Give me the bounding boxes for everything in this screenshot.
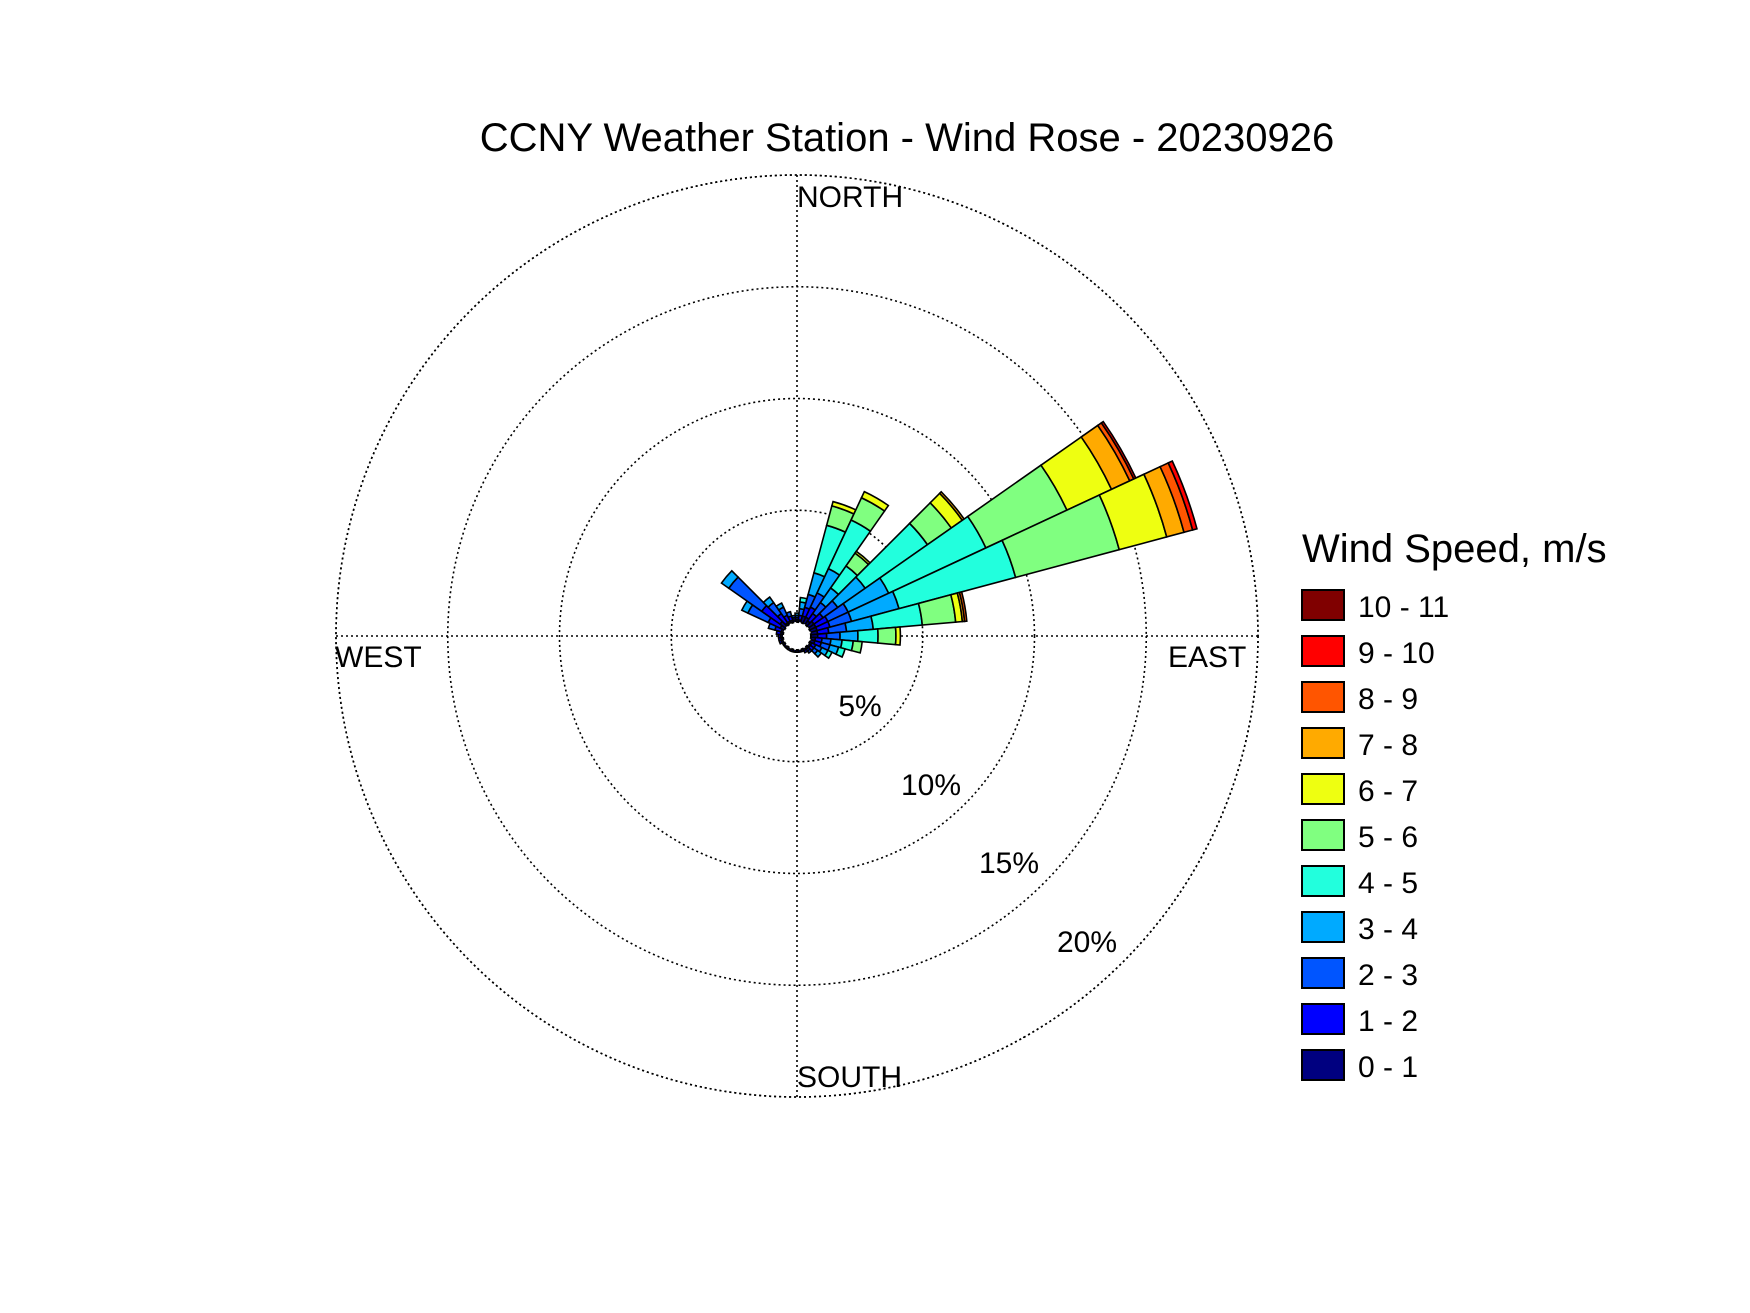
wind-sector: [807, 420, 1137, 632]
legend-label: 0 - 1: [1358, 1051, 1418, 1084]
legend-entries: 10 - 11 9 - 10 8 - 9 7 - 8 6 - 7 5 - 6 4 - 5 3 …: [1301, 589, 1449, 1084]
sector-segment: [958, 590, 968, 623]
legend-entry: 4 - 5: [1301, 865, 1418, 900]
sector-segment: [785, 610, 793, 619]
sector-segment: [775, 601, 785, 611]
wind-sector: [809, 590, 968, 636]
legend-entry: 2 - 3: [1301, 957, 1418, 992]
wind-sector: [808, 459, 1198, 634]
wind-sectors: [720, 420, 1198, 660]
legend-label: 2 - 3: [1358, 959, 1418, 992]
legend-entry: 1 - 2: [1301, 1003, 1418, 1038]
radial-tick-label: 10%: [901, 769, 961, 802]
radial-tick-label: 15%: [979, 847, 1039, 880]
grid-ring: [558, 397, 1036, 875]
legend-label: 1 - 2: [1358, 1005, 1418, 1038]
sector-segment: [802, 648, 809, 654]
legend-entry: 9 - 10: [1301, 635, 1435, 670]
west-label: WEST: [335, 641, 422, 674]
sector-segment: [762, 595, 775, 609]
legend-entry: 6 - 7: [1301, 773, 1418, 808]
legend-swatch: [1301, 727, 1345, 759]
legend-swatch: [1301, 1003, 1345, 1035]
legend-swatch: [1301, 1049, 1345, 1081]
radial-tick-labels: 5% 10% 15% 20%: [838, 690, 1117, 959]
legend-entry: 10 - 11: [1301, 589, 1449, 624]
sector-segment: [850, 640, 864, 654]
legend-label: 4 - 5: [1358, 867, 1418, 900]
legend: Wind Speed, m/s 10 - 11 9 - 10 8 - 9 7 - 8 6…: [1301, 527, 1607, 1084]
legend-label: 6 - 7: [1358, 775, 1418, 808]
sector-segment: [1167, 459, 1198, 531]
sector-segment: [806, 647, 813, 655]
legend-entry: 5 - 6: [1301, 819, 1418, 854]
legend-swatch: [1301, 589, 1345, 621]
legend-swatch: [1301, 911, 1345, 943]
chart-title: CCNY Weather Station - Wind Rose - 20230…: [480, 116, 1335, 160]
sector-segment: [894, 626, 902, 646]
legend-swatch: [1301, 957, 1345, 989]
sector-segment: [834, 646, 847, 659]
legend-label: 8 - 9: [1358, 683, 1418, 716]
legend-swatch: [1301, 635, 1345, 667]
legend-label: 10 - 11: [1358, 591, 1449, 624]
east-label: EAST: [1168, 641, 1246, 674]
legend-label: 3 - 4: [1358, 913, 1418, 946]
radial-tick-label: 20%: [1057, 926, 1117, 959]
legend-title: Wind Speed, m/s: [1302, 527, 1607, 571]
sector-segment: [823, 649, 834, 660]
legend-entry: 0 - 1: [1301, 1049, 1418, 1084]
sector-segment: [813, 649, 823, 659]
legend-swatch: [1301, 819, 1345, 851]
wind-sector: [810, 626, 902, 646]
legend-entry: 7 - 8: [1301, 727, 1418, 762]
center-hub: [782, 621, 812, 651]
legend-label: 7 - 8: [1358, 729, 1418, 762]
legend-entry: 3 - 4: [1301, 911, 1418, 946]
sector-segment: [876, 626, 897, 646]
south-label: SOUTH: [797, 1061, 902, 1094]
sector-segment: [860, 490, 890, 513]
legend-swatch: [1301, 773, 1345, 805]
sector-segment: [720, 569, 740, 590]
legend-label: 9 - 10: [1358, 637, 1435, 670]
wind-sector: [720, 569, 789, 630]
north-label: NORTH: [797, 181, 903, 214]
center-hub-circle: [782, 621, 812, 651]
wind-sector: [805, 490, 966, 630]
legend-swatch: [1301, 681, 1345, 713]
legend-label: 5 - 6: [1358, 821, 1418, 854]
sector-segment: [790, 614, 797, 620]
radial-tick-label: 5%: [838, 690, 881, 723]
wind-sector: [805, 642, 823, 659]
legend-entry: 8 - 9: [1301, 681, 1418, 716]
legend-swatch: [1301, 865, 1345, 897]
